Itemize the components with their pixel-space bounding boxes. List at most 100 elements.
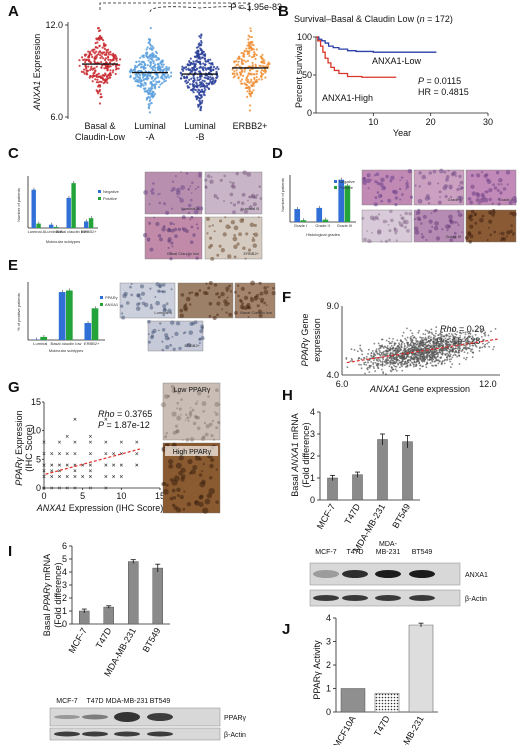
a-xlabel: Luminal	[184, 121, 216, 131]
e-cell	[198, 337, 202, 341]
c-cell	[170, 241, 174, 245]
f-point	[363, 356, 366, 359]
c-cell	[172, 223, 175, 226]
i-ylabel-part: PPARγ	[42, 582, 52, 611]
b-title-part: Survival–Basal & Claudin Low (	[294, 14, 420, 24]
g-high-cell	[171, 488, 176, 493]
f-point	[439, 333, 442, 336]
g-point	[65, 452, 69, 456]
a-point	[99, 56, 102, 60]
f-point	[434, 351, 436, 354]
f-point	[379, 347, 382, 349]
a-point	[233, 70, 236, 73]
c-cell	[247, 248, 252, 252]
c-cell	[190, 192, 193, 194]
a-point	[185, 75, 189, 78]
c-cell	[176, 195, 179, 198]
e-cell	[170, 288, 173, 291]
c-cell	[174, 234, 178, 239]
f-ylabel: PPARγ Gene	[300, 314, 310, 367]
d-cell	[437, 182, 440, 185]
f-point	[444, 349, 447, 351]
f-point	[429, 362, 432, 364]
f-point	[368, 359, 371, 362]
e-cell	[151, 330, 155, 335]
a-ytick-label: 12.0	[45, 20, 63, 30]
a-point	[248, 46, 252, 50]
c-cell	[204, 178, 208, 182]
e-cell	[239, 304, 245, 310]
f-point	[465, 345, 467, 348]
blot-band	[313, 595, 339, 601]
e-cell	[198, 342, 201, 345]
f-point	[407, 353, 410, 356]
a-pvalue: P = 1.95e-83	[230, 2, 282, 12]
g-point	[104, 463, 108, 467]
a-point	[88, 60, 91, 63]
blot-col: BT549	[412, 549, 433, 556]
f-point	[427, 339, 430, 342]
e-cell	[271, 291, 276, 296]
f-point	[412, 363, 415, 366]
b-title: Survival–Basal & Claudin Low (n = 172)	[294, 14, 453, 24]
d-cell	[458, 174, 462, 179]
a-point	[246, 78, 250, 81]
f-point	[411, 346, 414, 348]
a-point	[164, 79, 167, 82]
a-point	[92, 48, 95, 51]
c-cell	[181, 215, 186, 220]
c-xlabel: Molecular subtypes	[46, 239, 80, 244]
a-point	[135, 60, 138, 64]
c-bar	[53, 226, 59, 228]
c-cell	[155, 221, 160, 227]
c-cell	[157, 193, 160, 196]
j-xlabel: MDA-MB-231	[390, 714, 426, 745]
g-point	[57, 440, 61, 444]
f-point	[367, 348, 370, 351]
h-xlabel: MCF-7	[315, 502, 337, 531]
i-blot-col: T47D	[86, 698, 103, 705]
a-point	[251, 61, 254, 64]
a-point	[252, 44, 255, 47]
j-xlabel: MCF10A	[331, 714, 357, 745]
a-point	[129, 71, 132, 74]
a-point	[147, 96, 150, 99]
c-cell	[171, 245, 174, 248]
g-point	[135, 463, 139, 467]
d-cell	[496, 188, 500, 192]
c-cell	[233, 255, 237, 259]
d-cell	[371, 231, 374, 234]
f-point	[411, 332, 414, 335]
f-point	[402, 331, 405, 334]
a-point	[198, 99, 201, 102]
e-cell	[157, 289, 161, 293]
a-point	[141, 76, 145, 79]
a-point	[255, 53, 258, 57]
i-ytick-label: 5	[62, 554, 67, 564]
f-point	[376, 362, 378, 365]
a-point	[241, 69, 244, 72]
f-point	[409, 343, 412, 346]
d-cell	[361, 216, 365, 220]
a-point	[237, 60, 240, 63]
f-point	[387, 340, 390, 343]
f-point	[379, 363, 382, 366]
f-point	[401, 369, 404, 372]
a-point	[185, 68, 188, 71]
g-point	[50, 475, 54, 479]
f-point	[349, 360, 352, 362]
f-point	[385, 339, 388, 342]
g-high-cell	[183, 490, 186, 493]
f-point	[392, 359, 395, 362]
g-low-cell	[185, 437, 190, 442]
e-cell	[149, 287, 152, 290]
b-xtick-label: 10	[368, 117, 378, 127]
a-point	[137, 72, 140, 76]
c-image-label: Luminal A	[181, 206, 199, 211]
f-point	[443, 362, 446, 365]
f-point	[437, 359, 440, 362]
a-point	[207, 66, 210, 70]
a-point	[195, 81, 198, 84]
panel-label-G: G	[8, 379, 20, 396]
c-cell	[152, 182, 155, 185]
